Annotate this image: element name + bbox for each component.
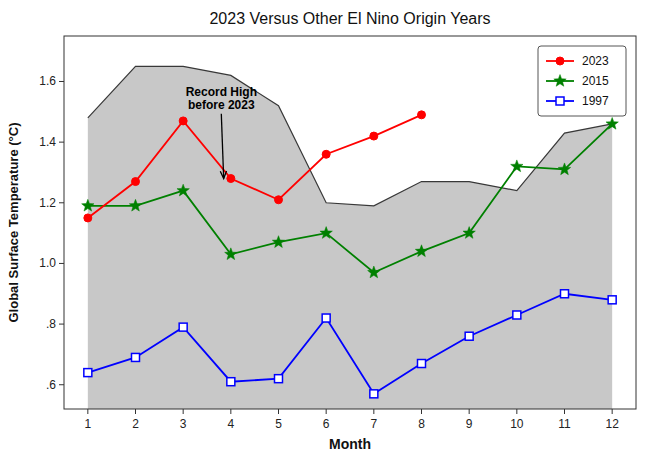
legend-marker [556, 97, 564, 105]
y-tick [59, 384, 64, 385]
point [82, 199, 94, 211]
x-tick [421, 409, 422, 414]
point [463, 227, 475, 239]
point [227, 378, 235, 386]
point [272, 236, 284, 248]
point [322, 314, 330, 322]
legend-box [538, 46, 626, 116]
legend-label: 2023 [582, 54, 609, 68]
x-tick [373, 409, 374, 414]
chart-title: 2023 Versus Other El Nino Origin Years [209, 10, 490, 27]
y-tick-label: 1.4 [39, 135, 56, 149]
point [132, 353, 140, 361]
record-line [88, 66, 612, 205]
x-tick [183, 409, 184, 414]
x-tick-label: 11 [558, 417, 571, 431]
annotation-arrowhead [220, 171, 226, 178]
legend-label: 1997 [582, 94, 609, 108]
point [227, 175, 235, 183]
y-tick-label: .8 [46, 317, 56, 331]
plot-background [64, 36, 636, 409]
point [177, 184, 189, 196]
point [179, 117, 187, 125]
point [129, 199, 141, 211]
y-tick-label: 1.0 [39, 256, 56, 270]
point [370, 132, 378, 140]
point [225, 248, 237, 260]
series-line [88, 294, 612, 394]
x-tick-label: 4 [227, 417, 234, 431]
plot-area [82, 66, 619, 409]
annotation: Record Highbefore 2023 [186, 85, 257, 179]
x-tick-label: 12 [605, 417, 619, 431]
series-2023 [84, 111, 426, 222]
point [320, 227, 332, 239]
point [418, 111, 426, 119]
x-tick-label: 1 [84, 417, 91, 431]
x-tick [230, 409, 231, 414]
y-tick-label: 1.6 [39, 74, 56, 88]
point [275, 375, 283, 383]
annotation-line: before 2023 [188, 98, 255, 112]
x-axis-label: Month [329, 436, 371, 452]
y-tick-label: .6 [46, 378, 56, 392]
x-tick-label: 7 [370, 417, 377, 431]
series-1997 [84, 290, 616, 398]
y-tick-label: 1.2 [39, 196, 56, 210]
x-tick [326, 409, 327, 414]
annotation-line: Record High [186, 85, 257, 99]
point [415, 245, 427, 257]
point [84, 214, 92, 222]
x-tick-label: 6 [323, 417, 330, 431]
y-axis-label: Global Surface Temperature (°C) [6, 122, 21, 322]
y-tick [59, 81, 64, 82]
x-tick [516, 409, 517, 414]
point [84, 369, 92, 377]
record-area [88, 66, 612, 409]
x-tick-label: 2 [132, 417, 139, 431]
point [179, 323, 187, 331]
chart: 123456789101112.6.81.01.21.41.6MonthGlob… [0, 0, 650, 459]
x-tick [612, 409, 613, 414]
point [418, 360, 426, 368]
point [606, 117, 618, 129]
point [368, 266, 380, 278]
point [561, 290, 569, 298]
x-tick-label: 10 [510, 417, 524, 431]
legend-marker [554, 75, 566, 87]
legend: 2023 2015 1997 [538, 46, 626, 116]
x-tick-label: 8 [418, 417, 425, 431]
point [132, 178, 140, 186]
point [275, 196, 283, 204]
point [465, 332, 473, 340]
point [511, 160, 523, 172]
series-2015 [82, 117, 619, 277]
series-line [88, 124, 612, 273]
series-line [88, 115, 422, 218]
x-tick-label: 9 [466, 417, 473, 431]
y-axis: .6 .8 1.0 1.2 1.4 1.6 [39, 74, 64, 391]
x-tick [469, 409, 470, 414]
point [558, 163, 570, 175]
x-tick-label: 3 [180, 417, 187, 431]
y-tick [59, 324, 64, 325]
x-tick-label: 5 [275, 417, 282, 431]
plot-frame [64, 36, 636, 409]
x-tick [135, 409, 136, 414]
annotation-text: Record Highbefore 2023 [186, 85, 257, 112]
x-axis: 123456789101112 [84, 409, 619, 431]
legend-marker [556, 57, 564, 65]
y-tick [59, 142, 64, 143]
x-tick [564, 409, 565, 414]
annotation-arrow [221, 114, 223, 179]
point [370, 390, 378, 398]
y-tick [59, 263, 64, 264]
point [513, 311, 521, 319]
x-tick [278, 409, 279, 414]
y-tick [59, 202, 64, 203]
point [322, 150, 330, 158]
x-tick [87, 409, 88, 414]
legend-label: 2015 [582, 74, 609, 88]
point [608, 296, 616, 304]
